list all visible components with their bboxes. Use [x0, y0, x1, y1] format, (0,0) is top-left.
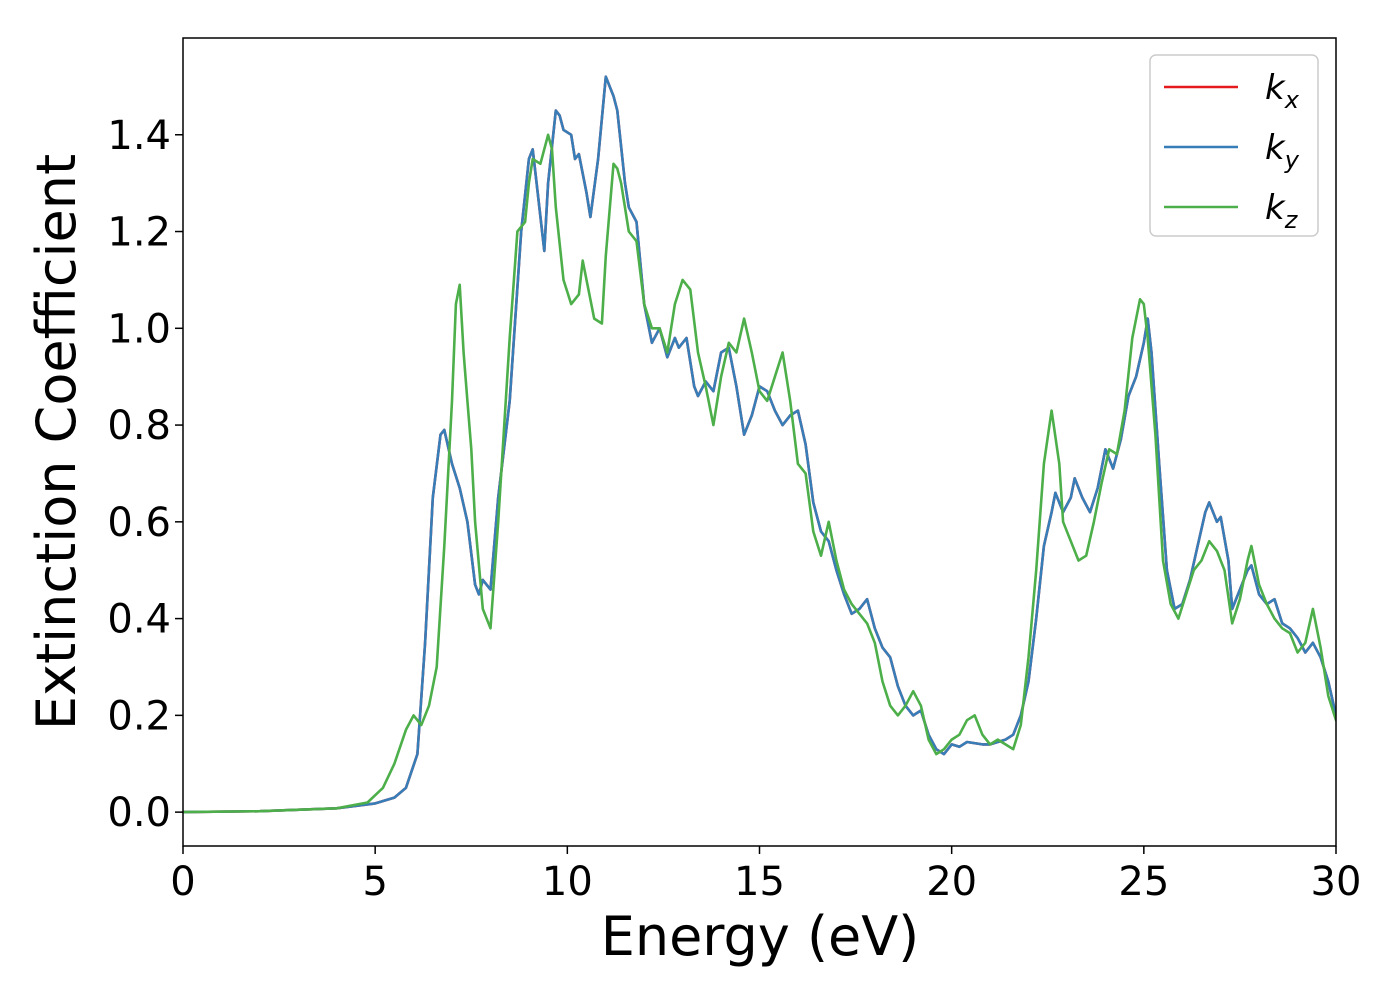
legend-label-ky: ky — [1265, 128, 1300, 174]
y-tick-label: 1.0 — [107, 306, 171, 352]
y-tick-label: 1.4 — [107, 113, 171, 159]
legend-label-subscript: z — [1284, 206, 1299, 234]
y-tick-label: 1.2 — [107, 210, 171, 256]
y-tick-label: 0.4 — [107, 597, 171, 643]
x-tick-label: 25 — [1118, 859, 1169, 905]
legend-label-base: k — [1265, 188, 1286, 228]
y-tick-label: 0.0 — [107, 790, 171, 836]
x-tick-label: 15 — [734, 859, 785, 905]
legend-label-subscript: x — [1284, 86, 1300, 114]
y-axis: 0.0 0.2 0.4 0.6 0.8 1.0 1.2 1.4 — [107, 113, 183, 836]
x-axis: 0 5 10 15 20 25 30 — [170, 846, 1361, 905]
x-tick-label: 20 — [926, 859, 977, 905]
legend-label-kz: kz — [1265, 188, 1299, 234]
y-tick-label: 0.8 — [107, 403, 171, 449]
legend-label-kx: kx — [1265, 68, 1300, 114]
x-tick-label: 0 — [170, 859, 195, 905]
legend-label-base: k — [1265, 68, 1286, 108]
y-tick-label: 0.6 — [107, 500, 171, 546]
x-axis-title: Energy (eV) — [601, 905, 920, 968]
y-axis-title: Extinction Coefficient — [25, 154, 88, 730]
legend-label-base: k — [1265, 128, 1286, 168]
x-tick-label: 10 — [542, 859, 593, 905]
series-line-kz — [183, 133, 1336, 814]
series-layer — [183, 75, 1336, 814]
x-tick-label: 5 — [362, 859, 387, 905]
legend-label-subscript: y — [1284, 146, 1300, 174]
legend-box — [1149, 54, 1319, 237]
y-tick-label: 0.2 — [107, 693, 171, 739]
x-tick-label: 30 — [1311, 859, 1362, 905]
